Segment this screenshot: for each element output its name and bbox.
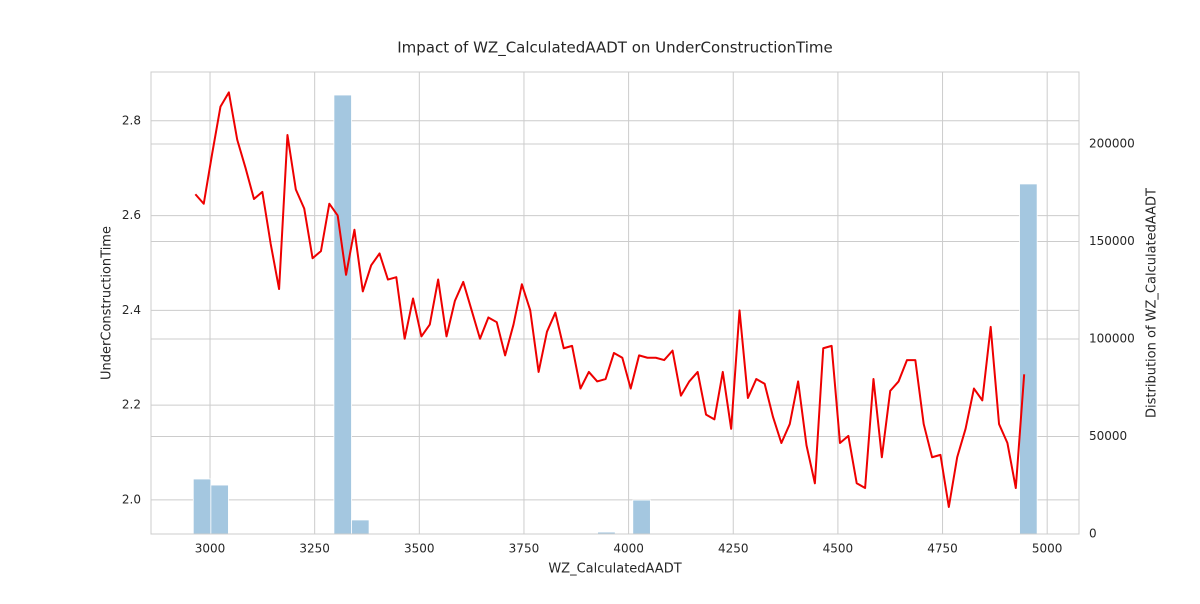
x-tick-label: 3500: [404, 542, 435, 556]
y-tick-label: 2.2: [122, 398, 141, 412]
x-tick-label: 4000: [613, 542, 644, 556]
x-tick-label: 5000: [1032, 542, 1063, 556]
y2-tick-label: 50000: [1089, 429, 1127, 443]
x-tick-label: 4250: [718, 542, 749, 556]
plot-frame: [150, 71, 1080, 535]
y2-tick-label: 100000: [1089, 331, 1135, 345]
y-axis-label: UnderConstructionTime: [100, 226, 115, 380]
chart-title: Impact of WZ_CalculatedAADT on UnderCons…: [397, 39, 833, 58]
y2-tick-label: 0: [1089, 527, 1097, 541]
histogram-bar: [1019, 183, 1038, 535]
histogram-bar: [333, 94, 352, 535]
y-tick-label: 2.0: [122, 492, 141, 506]
x-tick-label: 3000: [195, 542, 226, 556]
y2-tick-label: 200000: [1089, 136, 1135, 150]
histogram-bar: [632, 499, 651, 535]
histogram-bar: [351, 519, 370, 535]
histogram-bar: [210, 484, 229, 535]
y-tick-label: 2.6: [122, 208, 141, 222]
line: [194, 91, 1026, 508]
histogram-bar: [192, 478, 212, 535]
x-tick-label: 3750: [509, 542, 540, 556]
y-tick-label: 2.8: [122, 113, 141, 127]
y2-tick-label: 150000: [1089, 234, 1135, 248]
x-tick-label: 4750: [927, 542, 958, 556]
y-tick-label: 2.4: [122, 303, 141, 317]
x-axis-label: WZ_CalculatedAADT: [548, 562, 681, 577]
x-tick-label: 4500: [823, 542, 854, 556]
x-tick-label: 3250: [299, 542, 330, 556]
y2-axis-label: Distribution of WZ_CalculatedAADT: [1145, 188, 1160, 418]
